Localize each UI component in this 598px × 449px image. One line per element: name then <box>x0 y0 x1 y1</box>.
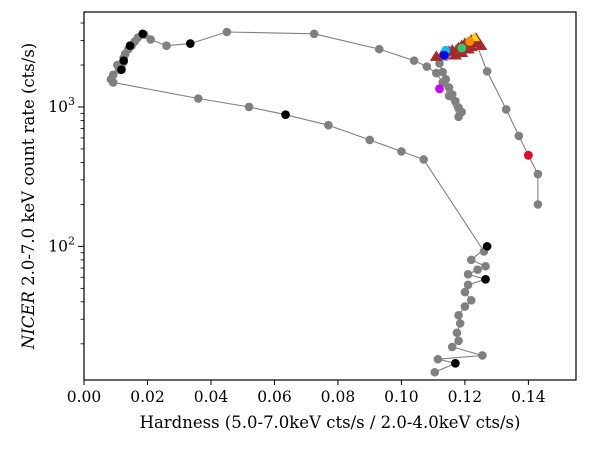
track-point <box>244 102 254 112</box>
track-point <box>435 59 444 68</box>
track-point <box>481 261 490 271</box>
track-point <box>466 296 476 305</box>
track-point <box>430 367 440 377</box>
track-point <box>533 169 543 179</box>
track-point <box>409 56 419 65</box>
y-axis-label: NICER 2.0-7.0 keV count rate (cts/s) <box>19 43 38 350</box>
track-point <box>460 302 470 311</box>
track-line <box>110 31 539 373</box>
track-point <box>463 280 473 290</box>
track-point <box>365 135 374 145</box>
x-tick-label: 0.14 <box>511 388 546 406</box>
x-tick-label: 0.12 <box>448 388 483 406</box>
x-tick-label: 0.00 <box>67 388 102 406</box>
data-series <box>106 27 543 377</box>
x-tick-label: 0.10 <box>384 388 419 406</box>
track-point <box>193 94 203 103</box>
highlight-point <box>435 84 444 94</box>
x-tick-label: 0.02 <box>130 388 165 406</box>
highlight-point <box>439 50 449 60</box>
track-point <box>222 27 232 37</box>
x-tick-label: 0.08 <box>321 388 356 406</box>
track-point <box>432 68 441 78</box>
track-point <box>309 29 319 39</box>
highlight-point <box>523 150 533 160</box>
track-point <box>466 255 476 265</box>
track-point <box>455 319 465 328</box>
track-point <box>433 354 443 364</box>
track-point <box>444 91 454 101</box>
x-tick-label: 0.06 <box>257 388 292 406</box>
y-axis-label-instrument: NICER <box>19 291 38 350</box>
y-axis-label-text: 2.0-7.0 keV count rate (cts/s) <box>19 43 38 291</box>
track-point <box>454 112 463 122</box>
triangle-marker <box>464 40 478 52</box>
triangle-marker <box>474 39 488 51</box>
track-point <box>451 96 460 106</box>
track-point <box>460 287 470 297</box>
black-point <box>117 65 126 75</box>
track-point <box>473 265 482 275</box>
track-point <box>454 336 463 346</box>
track-point <box>146 35 155 44</box>
track-point <box>454 311 463 320</box>
highlight-point <box>457 43 467 53</box>
track-point <box>374 44 384 54</box>
black-point <box>138 29 148 39</box>
track-point <box>463 270 473 279</box>
track-point <box>447 342 457 352</box>
black-point <box>451 358 460 368</box>
axis-ticks <box>78 22 529 385</box>
track-point <box>162 41 171 51</box>
track-point <box>397 147 406 156</box>
track-point <box>444 83 454 92</box>
tick-labels: 0.00 0.02 0.04 0.06 0.08 0.10 0.12 0.14 102 103 <box>48 95 546 406</box>
black-point <box>482 242 492 251</box>
x-tick-label: 0.04 <box>194 388 229 406</box>
black-point <box>125 41 135 51</box>
track-point <box>478 351 487 360</box>
y-tick-label: 103 <box>48 95 75 116</box>
track-point <box>501 105 511 114</box>
track-point <box>452 328 462 338</box>
track-point <box>533 200 543 209</box>
track-point <box>482 67 492 76</box>
x-axis-label: Hardness (5.0-7.0keV cts/s / 2.0-4.0keV … <box>140 413 521 432</box>
track-point <box>324 120 333 130</box>
track-point <box>438 67 447 77</box>
plot-frame <box>83 11 577 381</box>
track-point <box>514 131 524 141</box>
black-point <box>119 56 128 65</box>
black-point <box>481 275 490 284</box>
highlight-point <box>465 37 475 46</box>
track-point <box>422 62 432 71</box>
track-point <box>108 78 118 87</box>
black-point <box>281 110 290 120</box>
track-point <box>419 155 428 164</box>
y-tick-label: 102 <box>48 234 75 255</box>
black-point <box>186 39 195 48</box>
